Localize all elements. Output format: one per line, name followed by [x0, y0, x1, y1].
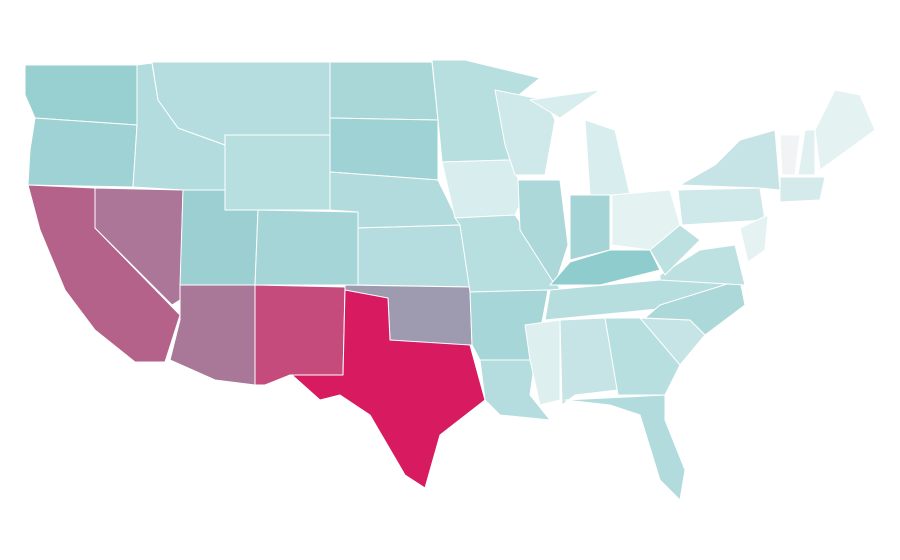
region: [27, 117, 138, 188]
region: [779, 176, 826, 203]
region: [649, 224, 701, 276]
regions: [24, 59, 876, 501]
region: [169, 284, 256, 386]
region: [779, 134, 801, 176]
region: [549, 249, 661, 286]
region: [254, 284, 346, 386]
region: [739, 214, 769, 263]
region: [604, 317, 681, 396]
region: [94, 187, 184, 306]
region: [291, 289, 486, 489]
region: [679, 129, 781, 191]
region: [559, 317, 619, 406]
region: [329, 61, 439, 121]
region: [254, 209, 359, 286]
region: [524, 319, 561, 406]
region: [329, 117, 439, 181]
region: [357, 224, 471, 288]
region: [569, 194, 611, 261]
region: [224, 134, 331, 211]
region: [659, 244, 746, 286]
region: [797, 129, 816, 176]
region: [564, 394, 686, 501]
region: [517, 179, 569, 286]
region: [24, 64, 138, 126]
region: [677, 187, 766, 226]
region: [814, 89, 876, 171]
